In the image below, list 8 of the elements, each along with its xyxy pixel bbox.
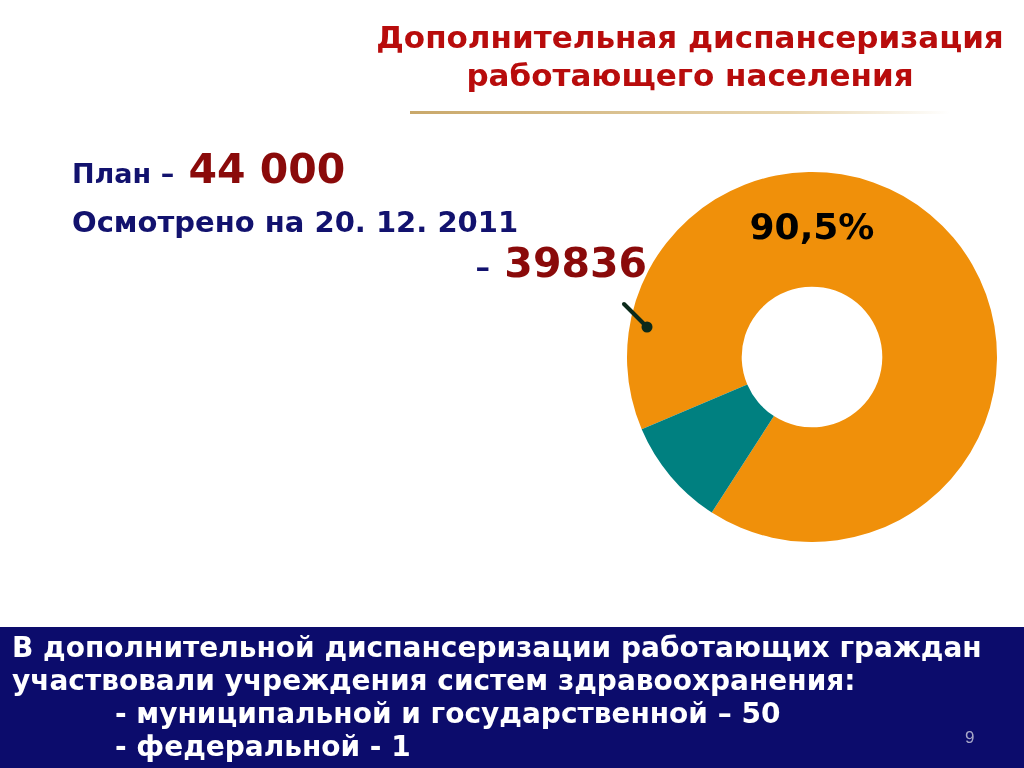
data-label: 90,5% xyxy=(749,205,875,247)
text: В дополнительной диспансеризации работающих граждан участвовали учреждения систем здравоохранения: xyxy=(12,631,982,697)
text: План – 44 000 xyxy=(72,145,346,193)
text: - муниципальной и государственной – 50 xyxy=(115,697,781,730)
text: - федеральной - 1 xyxy=(115,730,411,763)
chart-title: Дополнительная диспансеризация работающего населения xyxy=(376,19,1004,93)
text: 9 xyxy=(965,728,975,747)
text: Осмотрено на 20. 12. 2011 – 39836 xyxy=(72,205,647,287)
